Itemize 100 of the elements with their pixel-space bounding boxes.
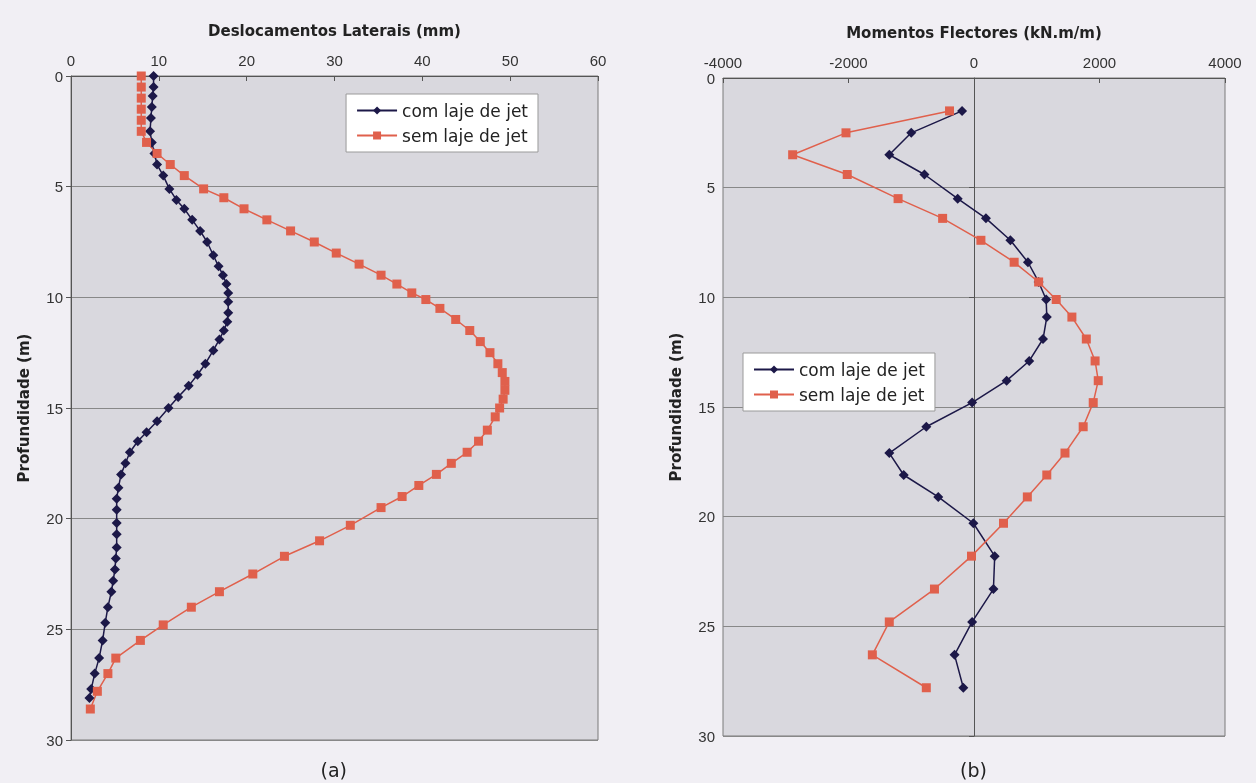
point (952, 193, 963, 204)
point (208, 345, 219, 356)
point (147, 90, 158, 101)
point (495, 403, 505, 413)
point (1088, 398, 1098, 408)
point (842, 170, 852, 180)
point (867, 650, 877, 660)
y-tick-label: 10 (46, 288, 63, 306)
point (331, 248, 341, 258)
point (223, 307, 234, 318)
point (111, 504, 122, 515)
y-tick-label: 5 (54, 178, 63, 196)
point (195, 225, 206, 236)
legend-label: sem laje de jet (799, 384, 925, 405)
point (788, 150, 798, 160)
point (482, 425, 492, 435)
point (158, 620, 168, 630)
y-tick-label: 25 (46, 620, 63, 638)
text: (b) (960, 758, 987, 781)
y-tick-label: 20 (46, 510, 63, 528)
point (145, 113, 156, 124)
point (976, 235, 986, 245)
point (152, 159, 163, 170)
point (120, 458, 131, 469)
point (262, 215, 272, 225)
point (223, 296, 234, 307)
point (223, 287, 234, 298)
point (214, 334, 225, 345)
legend-label: sem laje de jet (402, 125, 528, 146)
x-tick-label: 2000 (1082, 54, 1117, 71)
point (1041, 312, 1052, 323)
point (397, 492, 407, 502)
point (163, 403, 174, 413)
point (146, 101, 157, 112)
point (111, 493, 122, 504)
y-tick-label: 15 (46, 399, 63, 417)
point (124, 447, 135, 458)
point (998, 518, 1008, 528)
point (186, 602, 196, 612)
point (152, 416, 163, 427)
point (968, 518, 979, 529)
point (100, 617, 111, 628)
point (111, 518, 122, 529)
point (462, 447, 472, 457)
point (1060, 448, 1070, 458)
y-tick-label: 10 (698, 288, 715, 306)
point (884, 149, 895, 160)
point (989, 551, 1000, 562)
point (474, 436, 484, 446)
point (493, 359, 503, 369)
y-tick-label: 0 (706, 69, 715, 87)
point (111, 653, 121, 663)
x-tick-label: -2000 (829, 54, 868, 71)
point (136, 104, 146, 114)
x-tick-label: 0 (66, 52, 76, 69)
y-tick-label: 5 (706, 179, 715, 197)
text: (a) (320, 758, 347, 781)
point (108, 575, 119, 586)
y-tick-label: 0 (54, 67, 63, 85)
point (475, 337, 485, 347)
x-tick-label: 40 (413, 52, 431, 69)
point (145, 126, 156, 137)
point (376, 270, 386, 280)
point (1078, 422, 1088, 432)
point (392, 279, 402, 289)
point (217, 270, 228, 281)
point (136, 126, 146, 136)
point (485, 348, 495, 358)
legend-label: com laje de jet (799, 359, 926, 380)
y-tick-label: 20 (698, 508, 715, 526)
point (1009, 257, 1019, 267)
point (921, 683, 931, 693)
point (906, 127, 917, 138)
point (219, 193, 229, 203)
point (497, 368, 507, 378)
point (407, 288, 417, 298)
point (85, 704, 95, 714)
point (179, 171, 189, 181)
point (884, 617, 894, 627)
x-tick-label: 4000 (1208, 54, 1242, 71)
point (1022, 257, 1033, 268)
point (1022, 492, 1032, 502)
point (1067, 312, 1077, 322)
point (239, 204, 249, 214)
point (218, 325, 229, 336)
point (893, 194, 903, 204)
y-axis-title: Profundidade (m) (666, 332, 685, 482)
point (179, 203, 190, 214)
point (1042, 470, 1052, 480)
point (213, 261, 224, 272)
point (103, 669, 113, 679)
point (435, 303, 445, 313)
point (113, 482, 124, 493)
x-tick-label: 0 (969, 54, 979, 71)
point (898, 469, 909, 480)
point (94, 653, 105, 664)
point (164, 183, 175, 194)
x-tick-label: 20 (238, 52, 256, 69)
point (116, 469, 127, 480)
point (97, 635, 108, 646)
